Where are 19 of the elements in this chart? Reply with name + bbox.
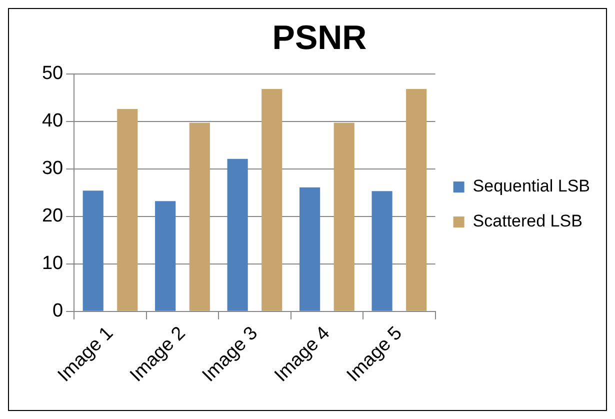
bar <box>372 191 392 311</box>
legend-label: Scattered LSB <box>472 212 582 231</box>
bar <box>406 89 427 311</box>
y-tick-label: 20 <box>42 206 64 227</box>
bar <box>189 122 210 311</box>
bar <box>227 158 248 311</box>
legend-label: Sequential LSB <box>472 176 590 196</box>
bar <box>300 187 320 311</box>
bar <box>117 108 138 311</box>
y-tick-label: 10 <box>42 253 64 274</box>
bar <box>262 89 282 311</box>
y-tick-label: 30 <box>42 158 64 180</box>
bar <box>82 190 104 311</box>
y-tick-label: 0 <box>52 300 64 322</box>
y-tick-label: 50 <box>42 63 64 84</box>
bar <box>334 122 354 311</box>
bar <box>155 201 176 311</box>
chart-title: PSNR <box>272 18 367 57</box>
y-tick-label: 40 <box>42 110 64 132</box>
